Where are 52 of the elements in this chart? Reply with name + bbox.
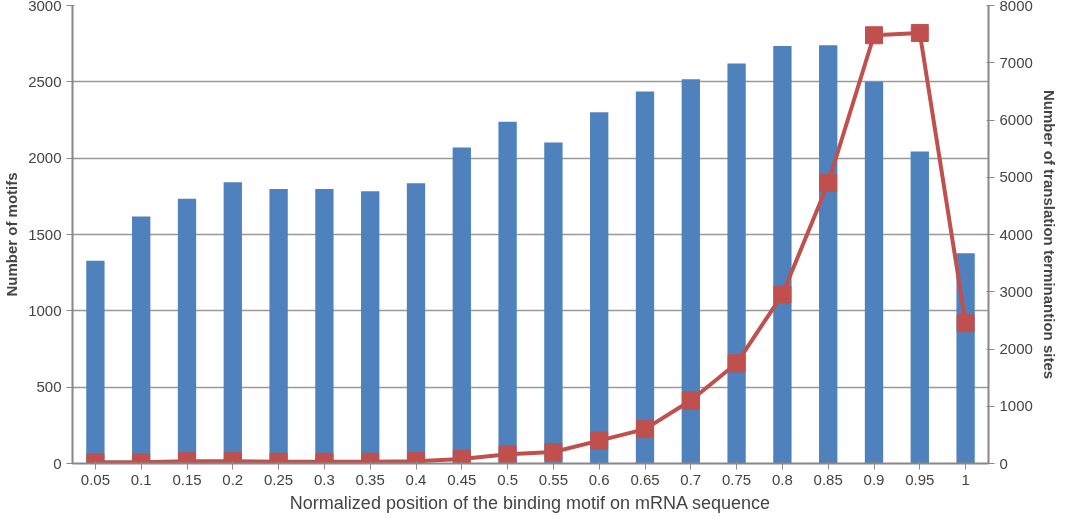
point	[819, 173, 838, 192]
y-tick-label: 2500	[28, 72, 62, 90]
x-tick-label: 0.6	[588, 470, 610, 488]
point	[910, 23, 929, 42]
x-tick-label: 0.95	[905, 470, 935, 488]
y2-tick-label: 0	[999, 454, 1008, 472]
y-tick-label: 1500	[28, 225, 62, 243]
y-tick-label: 2000	[28, 149, 62, 167]
y2-tick-label: 1000	[999, 397, 1033, 415]
point	[865, 26, 883, 45]
x-tick-label: 0.15	[172, 470, 202, 488]
y-tick-label: 1000	[28, 301, 62, 319]
x-tick-label: 0.1	[130, 470, 152, 488]
bar	[910, 151, 929, 464]
x-tick-label: 0.05	[80, 470, 111, 488]
y-tick-label: 0	[53, 454, 62, 472]
y2-tick-label: 7000	[999, 53, 1033, 71]
x-tick-label: 0.5	[497, 470, 519, 488]
y-axis-title: Number of motifs	[3, 172, 21, 297]
y2-tick-label: 4000	[999, 225, 1033, 243]
x-tick-label: 1	[961, 470, 970, 488]
x-tick-label: 0.7	[680, 470, 702, 488]
bar	[590, 112, 609, 464]
bar	[544, 142, 563, 464]
y2-tick-label: 6000	[999, 111, 1033, 128]
x-tick-label: 0.55	[538, 470, 569, 488]
x-tick-label: 0.75	[722, 470, 752, 488]
bar	[681, 79, 700, 464]
point	[773, 285, 792, 304]
x-tick-label: 0.9	[863, 470, 885, 488]
y2-tick-label: 3000	[999, 282, 1033, 300]
x-tick-label: 0.4	[405, 470, 427, 488]
x-tick-label: 0.25	[264, 470, 294, 488]
bar	[773, 46, 792, 464]
x-tick-label: 0.8	[771, 470, 793, 488]
bar	[864, 81, 884, 464]
y2-tick-label: 8000	[999, 0, 1033, 14]
x-tick-label: 0.65	[630, 470, 660, 488]
x-tick-label: 0.3	[313, 470, 335, 488]
x-tick-label: 0.45	[447, 470, 477, 488]
y2-tick-label: 5000	[999, 168, 1033, 186]
bar	[819, 45, 838, 464]
x-tick-label: 0.85	[813, 470, 843, 488]
bar	[635, 91, 655, 464]
y2-axis-title: Number of translation terminantion sites	[1040, 89, 1058, 380]
y-tick-label: 500	[36, 378, 62, 396]
bar	[727, 63, 746, 464]
x-axis-title: Normalized position of the binding motif on mRNA sequence	[289, 492, 771, 513]
x-tick-label: 0.2	[222, 470, 244, 488]
y2-tick-label: 2000	[999, 340, 1033, 357]
x-tick-label: 0.35	[355, 470, 385, 488]
y-tick-label: 3000	[28, 0, 62, 14]
